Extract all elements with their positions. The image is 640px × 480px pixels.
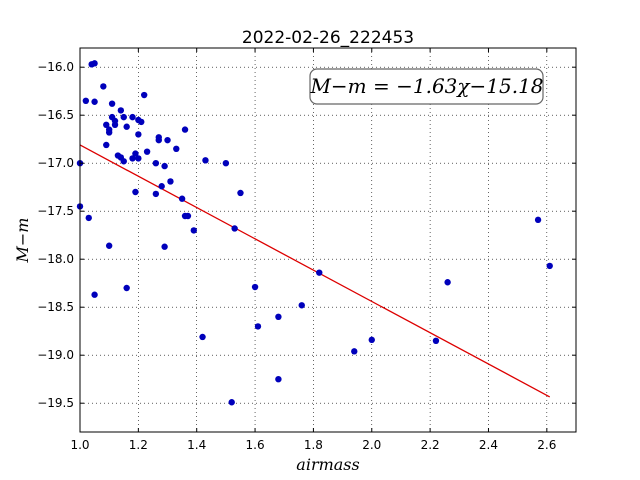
data-point bbox=[132, 150, 139, 157]
data-point bbox=[444, 279, 451, 286]
fit-equation-text: M−m = −1.63χ−15.18 bbox=[309, 74, 543, 98]
data-point bbox=[546, 262, 553, 270]
data-point bbox=[85, 214, 92, 222]
data-point bbox=[316, 269, 323, 276]
data-point bbox=[167, 178, 174, 185]
x-tick-label: 2.6 bbox=[537, 438, 556, 452]
points-layer bbox=[76, 60, 553, 406]
data-point bbox=[202, 157, 209, 164]
data-point bbox=[152, 160, 160, 167]
chart-title: 2022-02-26_222453 bbox=[242, 28, 414, 48]
x-tick-label: 1.8 bbox=[304, 438, 323, 452]
y-tick-label: −17.0 bbox=[37, 156, 74, 170]
fit-equation-box: M−m = −1.63χ−15.18 bbox=[309, 68, 544, 105]
data-point bbox=[132, 188, 139, 196]
grid-layer bbox=[79, 48, 576, 432]
data-point bbox=[161, 162, 168, 170]
data-point bbox=[117, 107, 125, 114]
x-tick-label: 2.2 bbox=[421, 438, 440, 452]
plot-frame bbox=[79, 47, 577, 433]
data-point bbox=[155, 134, 162, 141]
data-point bbox=[135, 155, 142, 162]
y-axis-label: M−m bbox=[13, 218, 32, 264]
fit-equation-frame bbox=[309, 68, 544, 105]
y-tick-label: −18.0 bbox=[37, 252, 74, 266]
data-point bbox=[91, 60, 98, 67]
data-point bbox=[108, 100, 116, 107]
data-point bbox=[222, 160, 230, 167]
data-point bbox=[120, 113, 127, 121]
data-point bbox=[103, 121, 110, 128]
plot-area bbox=[80, 48, 576, 432]
x-tick-label: 1.2 bbox=[129, 438, 148, 452]
y-tick-label: −16.5 bbox=[37, 108, 74, 122]
data-point bbox=[105, 242, 113, 249]
data-point bbox=[351, 348, 358, 355]
ticks-layer: 1.0 1.2 1.4 1.6 1.8 2.0 2.2 2.4 2.6 −16.0 −16.5 −17… bbox=[37, 48, 576, 452]
y-tick-label: −18.5 bbox=[37, 300, 74, 314]
data-point bbox=[152, 190, 160, 198]
data-point bbox=[534, 216, 542, 224]
data-point bbox=[181, 126, 189, 133]
data-point bbox=[103, 141, 110, 149]
fit-line-layer bbox=[79, 144, 551, 398]
data-point bbox=[237, 189, 244, 197]
data-point bbox=[143, 148, 151, 155]
data-point bbox=[129, 155, 136, 162]
data-point bbox=[190, 227, 197, 234]
x-tick-label: 2.0 bbox=[362, 438, 381, 452]
data-point bbox=[173, 145, 180, 152]
x-tick-label: 1.4 bbox=[187, 438, 206, 452]
data-point bbox=[135, 131, 142, 138]
data-point bbox=[178, 195, 186, 202]
y-tick-label: −19.0 bbox=[37, 348, 74, 362]
data-point bbox=[251, 283, 259, 291]
data-point bbox=[91, 98, 98, 105]
x-axis-label: airmass bbox=[296, 455, 359, 474]
data-point bbox=[105, 129, 113, 136]
data-point bbox=[140, 91, 148, 99]
fit-line bbox=[79, 144, 551, 398]
data-point bbox=[368, 336, 375, 344]
data-point bbox=[100, 83, 107, 90]
data-point bbox=[164, 136, 171, 144]
x-tick-label: 1.6 bbox=[246, 438, 265, 452]
data-point bbox=[129, 113, 136, 121]
data-point bbox=[228, 399, 235, 406]
data-point bbox=[123, 123, 130, 130]
data-point bbox=[91, 291, 98, 298]
data-point bbox=[432, 337, 440, 344]
data-point bbox=[161, 243, 168, 250]
data-point bbox=[138, 118, 145, 126]
x-tick-label: 2.4 bbox=[479, 438, 498, 452]
data-point bbox=[231, 225, 238, 232]
data-point bbox=[82, 97, 90, 105]
data-point bbox=[275, 313, 282, 320]
data-point bbox=[184, 212, 192, 220]
data-point bbox=[158, 183, 165, 190]
x-tick-label: 1.0 bbox=[70, 438, 89, 452]
data-point bbox=[298, 302, 305, 309]
data-point bbox=[120, 158, 127, 165]
data-point bbox=[111, 117, 119, 125]
data-point bbox=[275, 376, 282, 383]
y-tick-label: −19.5 bbox=[37, 396, 74, 410]
data-point bbox=[254, 323, 262, 330]
data-point bbox=[199, 333, 206, 341]
data-point bbox=[123, 284, 130, 292]
y-tick-label: −16.0 bbox=[37, 60, 74, 74]
y-tick-label: −17.5 bbox=[37, 204, 74, 218]
